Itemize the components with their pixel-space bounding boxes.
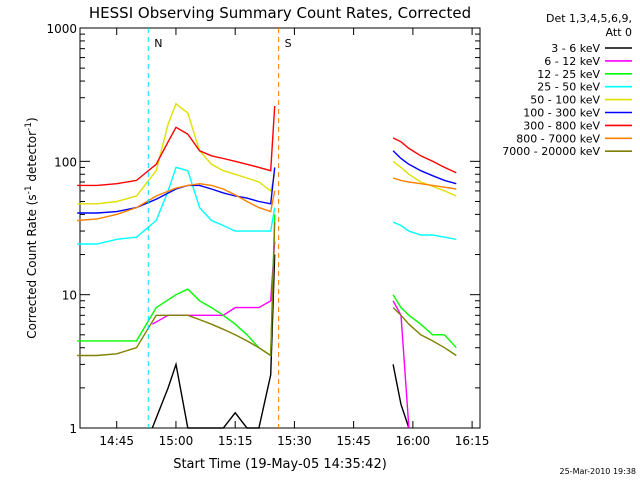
legend-label-3: 25 - 50 keV (537, 81, 600, 94)
y-tick-label-1: 10 (62, 289, 77, 303)
series-line-5-seg-0 (77, 167, 276, 214)
series-line-6-seg-0 (77, 105, 276, 187)
legend-label-4: 50 - 100 keV (530, 94, 600, 107)
series-line-8-seg-1 (392, 307, 457, 357)
y-label-sup1: -1 (24, 185, 34, 194)
series-line-5-seg-1 (392, 150, 457, 185)
plot-frame (79, 27, 481, 429)
y-axis-label: Corrected Count Rate (s-1 detector-1) (24, 117, 39, 338)
series-line-3-seg-0 (77, 166, 276, 245)
legend-label-7: 800 - 7000 keV (516, 132, 600, 145)
legend-header-line-2: Att 0 (606, 26, 632, 39)
series-line-1-seg-1 (392, 300, 410, 429)
series-line-4-seg-0 (77, 102, 276, 205)
x-tick-label-3: 15:30 (277, 434, 312, 448)
series-line-7-seg-1 (392, 177, 457, 190)
legend-label-6: 300 - 800 keV (523, 119, 600, 132)
series-line-8-seg-0 (77, 222, 276, 357)
series-line-4-seg-1 (392, 160, 457, 197)
series-line-0-seg-1 (392, 364, 410, 429)
y-label-sup2: -1 (24, 122, 34, 131)
x-tick-label-1: 15:00 (159, 434, 194, 448)
y-tick-label-3: 1000 (46, 22, 77, 36)
series-line-1-seg-0 (151, 241, 276, 325)
y-label-suffix: ) (25, 117, 39, 122)
series-line-2-seg-0 (77, 214, 276, 357)
legend-label-2: 12 - 25 keV (537, 68, 600, 81)
x-tick-label-5: 16:00 (396, 434, 431, 448)
chart-title: HESSI Observing Summary Count Rates, Cor… (89, 4, 471, 22)
series-line-3-seg-1 (392, 221, 457, 240)
y-tick-label-0: 1 (69, 422, 77, 436)
legend-header-line-1: Det 1,3,4,5,6,9, (546, 12, 632, 25)
legend-label-1: 6 - 12 keV (544, 55, 600, 68)
x-tick-label-4: 15:45 (336, 434, 371, 448)
x-tick-label-6: 16:15 (455, 434, 490, 448)
series-line-2-seg-1 (392, 294, 457, 349)
y-tick-label-2: 100 (54, 155, 77, 169)
legend-label-5: 100 - 300 keV (523, 107, 600, 120)
y-label-mid: detector (25, 131, 39, 186)
series-line-0-seg-0 (151, 254, 276, 429)
footer-date: 25-Mar-2010 19:38 (560, 467, 637, 476)
series-line-6-seg-1 (392, 137, 457, 174)
x-axis-label: Start Time (19-May-05 14:35:42) (173, 457, 387, 472)
y-label-prefix: Corrected Count Rate (s (25, 194, 39, 338)
legend-label-8: 7000 - 20000 keV (502, 145, 600, 158)
marker-label-0: N (154, 37, 162, 50)
x-tick-label-2: 15:15 (218, 434, 253, 448)
legend-label-0: 3 - 6 keV (551, 42, 600, 55)
series-line-7-seg-0 (77, 182, 276, 222)
tick-layer: 14:45 15:00 15:15 15:30 15:45 16:00 16:15 1 10 10… (46, 22, 489, 448)
marker-label-1: S (285, 37, 292, 50)
data-layer (77, 102, 457, 429)
x-tick-label-0: 14:45 (99, 434, 134, 448)
